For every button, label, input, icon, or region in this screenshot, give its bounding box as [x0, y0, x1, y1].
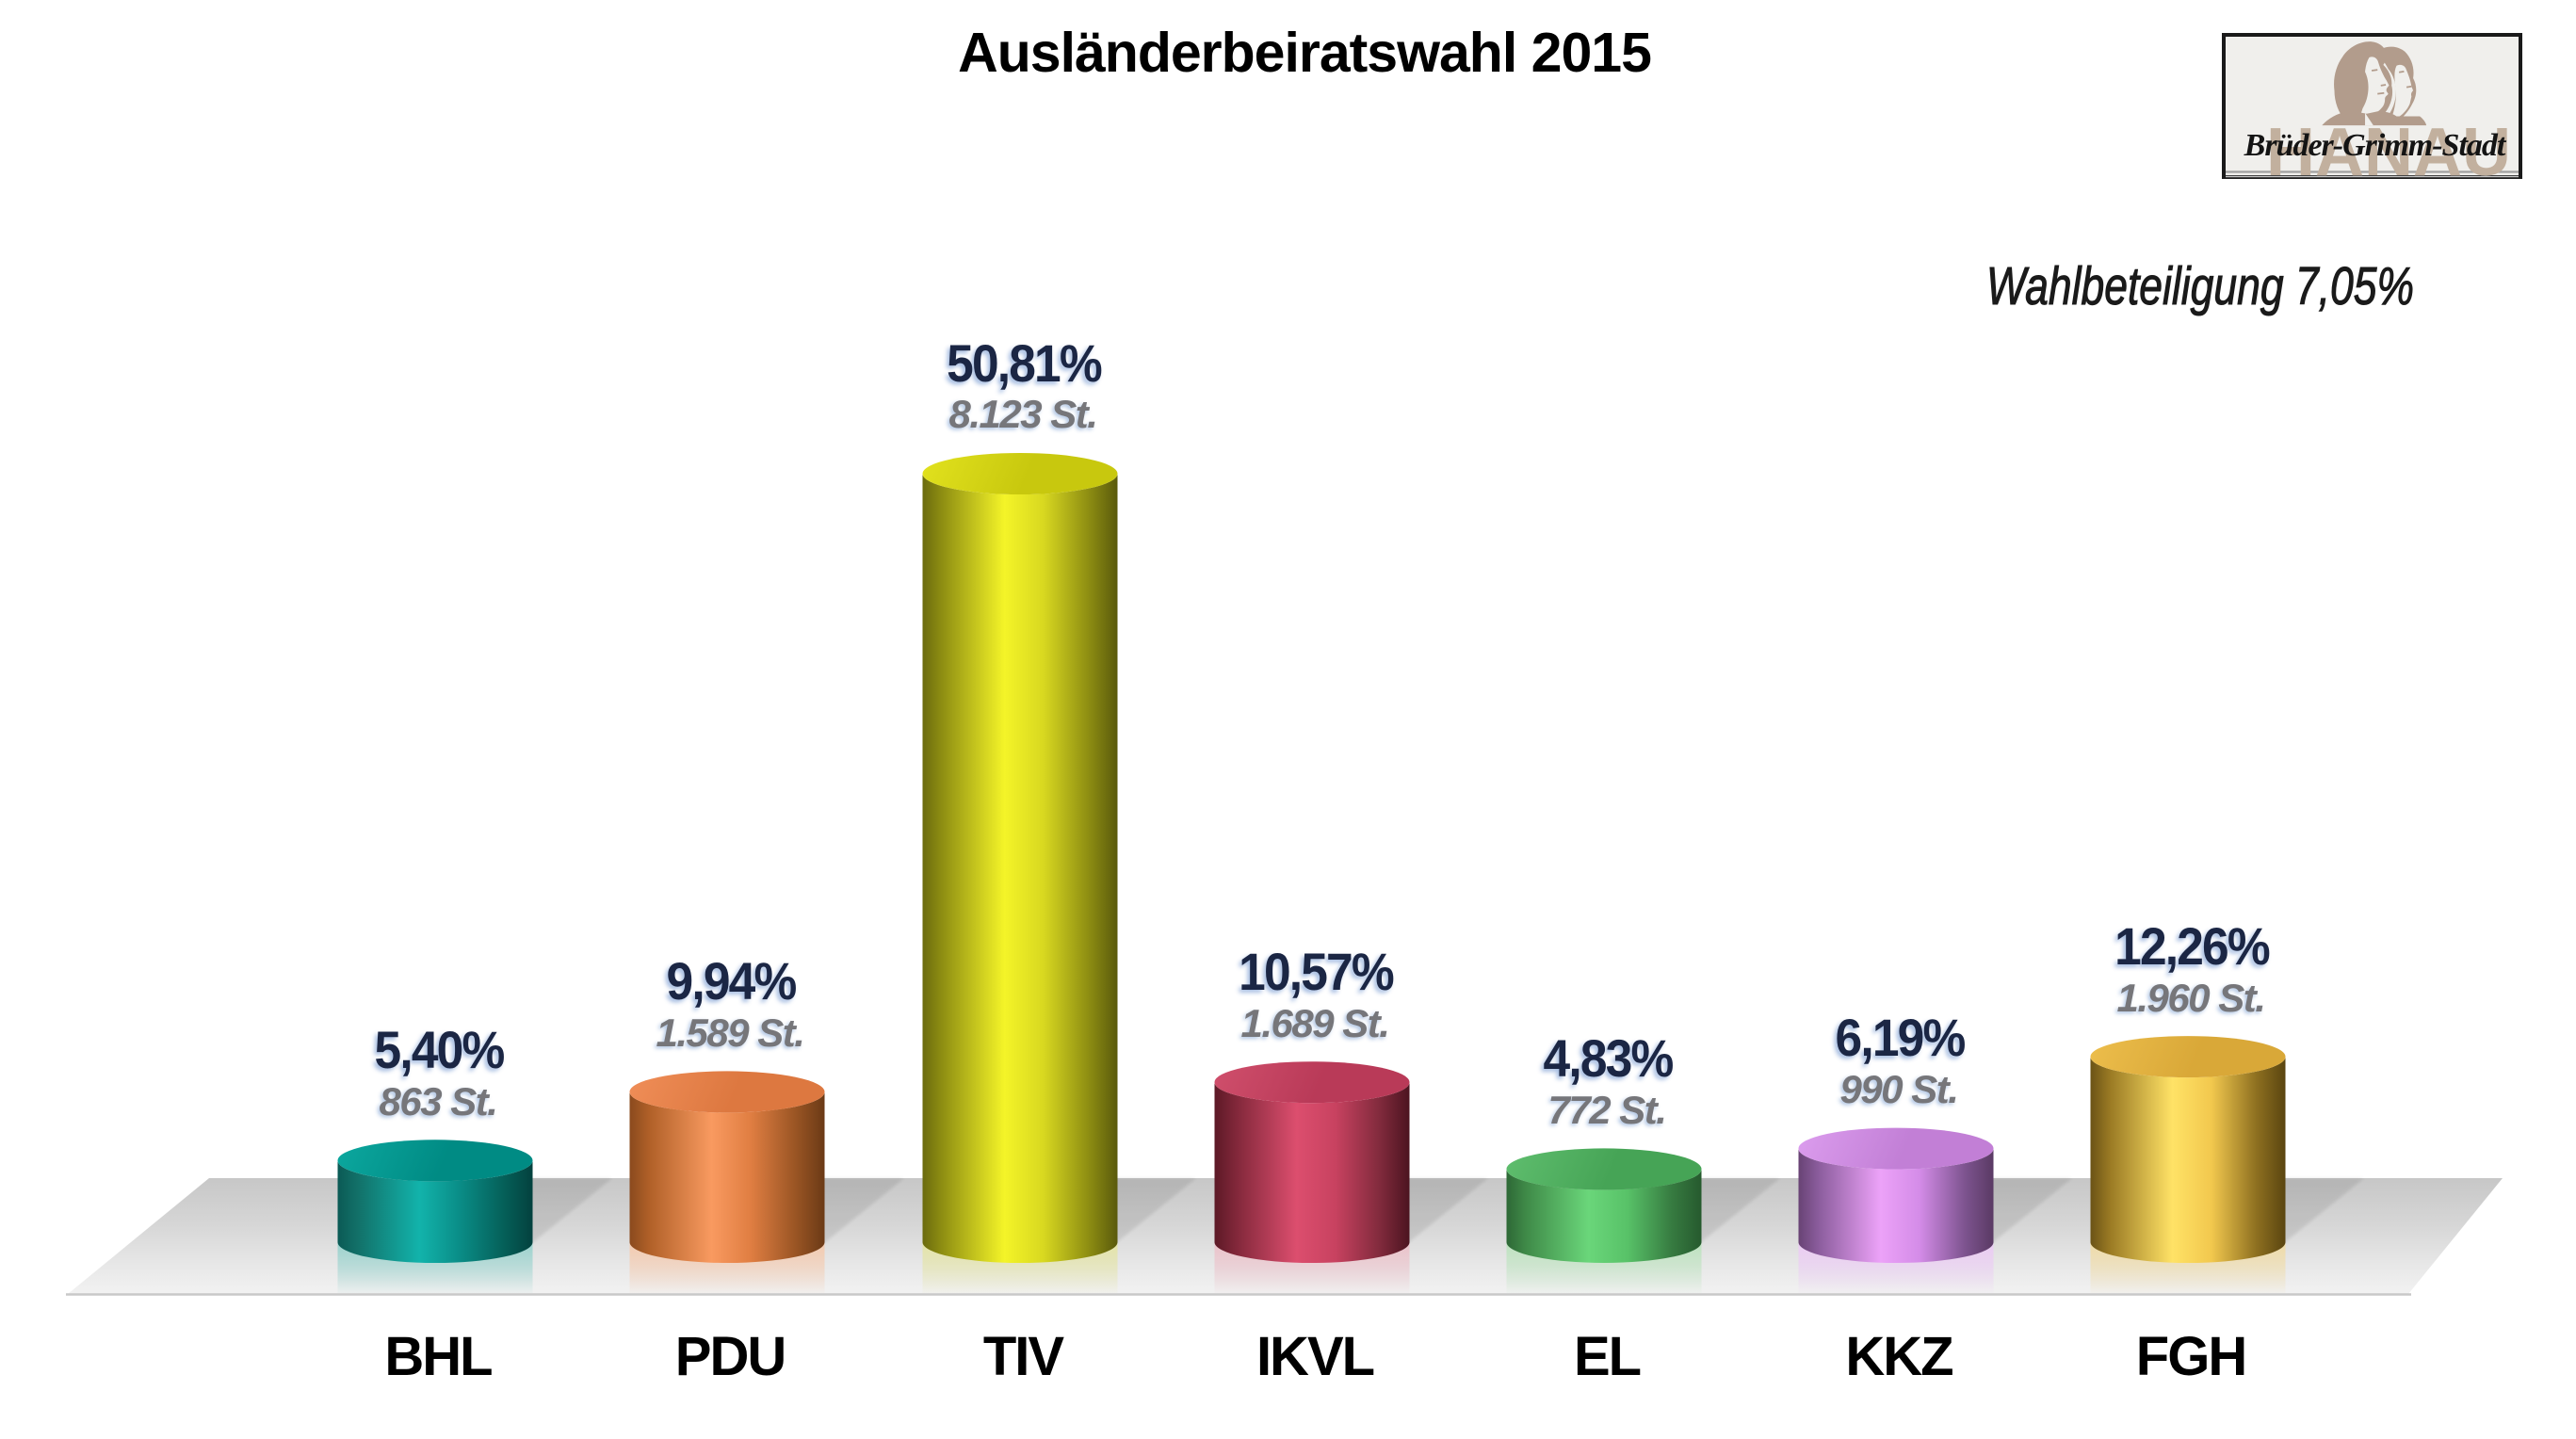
svg-text:HANAU: HANAU — [2266, 115, 2511, 179]
svg-text:Brüder-Grimm-Stadt: Brüder-Grimm-Stadt — [2244, 128, 2507, 163]
